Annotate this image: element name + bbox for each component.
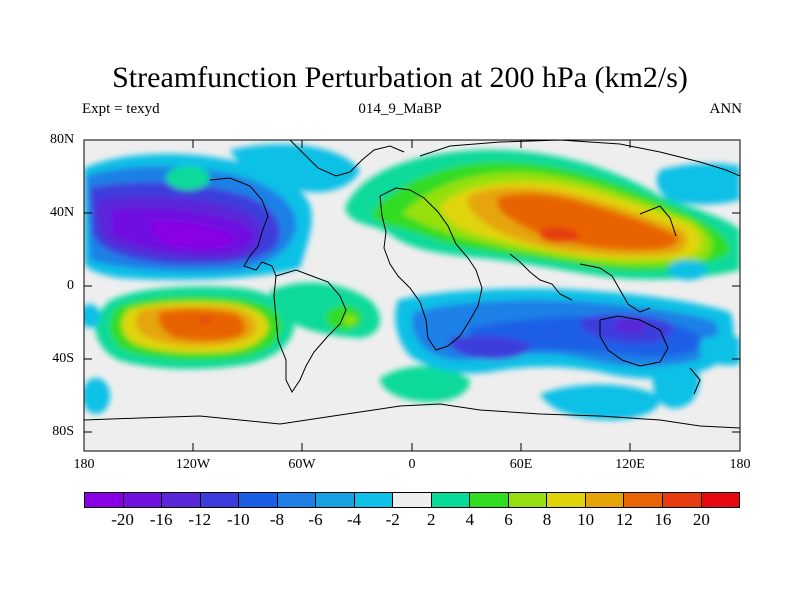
plot-title: Streamfunction Perturbation at 200 hPa (… [112,61,688,94]
colorbar-label: 6 [504,510,513,529]
colorbar-label: -20 [111,510,134,529]
case-label: 014_9_MaBP [358,101,442,117]
colorbar-box [123,493,163,507]
colorbar-box [470,493,509,507]
colorbar-box [431,493,471,507]
colorbar-box [277,493,317,507]
colorbar-label: 16 [654,510,672,529]
colorbar-label: 20 [692,510,710,529]
colorbar-box [316,493,355,507]
colorbar-box [547,493,586,507]
colorbar-label: -4 [347,510,362,529]
x-label-60w: 60W [288,457,316,472]
x-label-180w: 180 [73,457,95,472]
colorbar-box [85,493,124,507]
contour-southeast-low [700,334,740,366]
y-label-80s: 80S [52,424,74,439]
contour-west-edge-low [84,304,100,328]
colorbar-box [701,493,740,507]
colorbar-box [624,493,663,507]
colorbar-box [662,493,702,507]
colorbar-label: -2 [385,510,400,529]
colorbar-label: 4 [465,510,475,529]
x-label-60e: 60E [509,457,533,472]
contour-northeast-low [656,163,740,205]
colorbar-box [393,493,432,507]
colorbar-box [239,493,278,507]
x-axis-ticks [83,140,741,451]
contour-indian-ocean-low [395,288,734,379]
y-label-40s: 40S [52,351,74,366]
contour-north-atlantic-low [230,144,360,193]
x-label-180e: 180 [729,457,751,472]
y-axis-ticks [84,139,740,433]
x-label-120e: 120E [615,457,645,472]
y-label-0: 0 [67,278,74,293]
colorbar-label: 10 [577,510,595,529]
x-label-120w: 120W [175,457,211,472]
y-label-80n: 80N [50,132,75,147]
colorbar-box [354,493,394,507]
colorbar [84,492,740,508]
colorbar-label: -10 [227,510,250,529]
colorbar-label: -16 [149,510,173,529]
colorbar-label: 8 [542,510,552,529]
contour-southern-ocean-low [540,384,661,420]
x-label-0: 0 [408,457,416,472]
contour-equatorial-low [668,260,708,280]
contour-alaska-high [166,166,210,190]
colorbar-label: -6 [308,510,323,529]
colorbar-label: -12 [188,510,212,529]
contour-eurasia-high [345,149,740,280]
colorbar-label: 12 [615,510,633,529]
contour-southwest-low [84,378,110,414]
colorbar-label: 2 [427,510,436,529]
experiment-label: Expt = texyd [82,101,160,117]
continent-outlines [84,140,740,429]
colorbar-box [508,493,548,507]
colorbar-box [162,493,201,507]
colorbar-label: -8 [269,510,285,529]
contour-south-indian-high [380,366,470,402]
contour-north-pacific-low [84,153,312,280]
contour-south-pacific-high [94,286,295,369]
season-label: ANN [709,101,743,117]
colorbar-box [585,493,625,507]
y-label-40n: 40N [50,205,75,220]
colorbar-box [200,493,240,507]
